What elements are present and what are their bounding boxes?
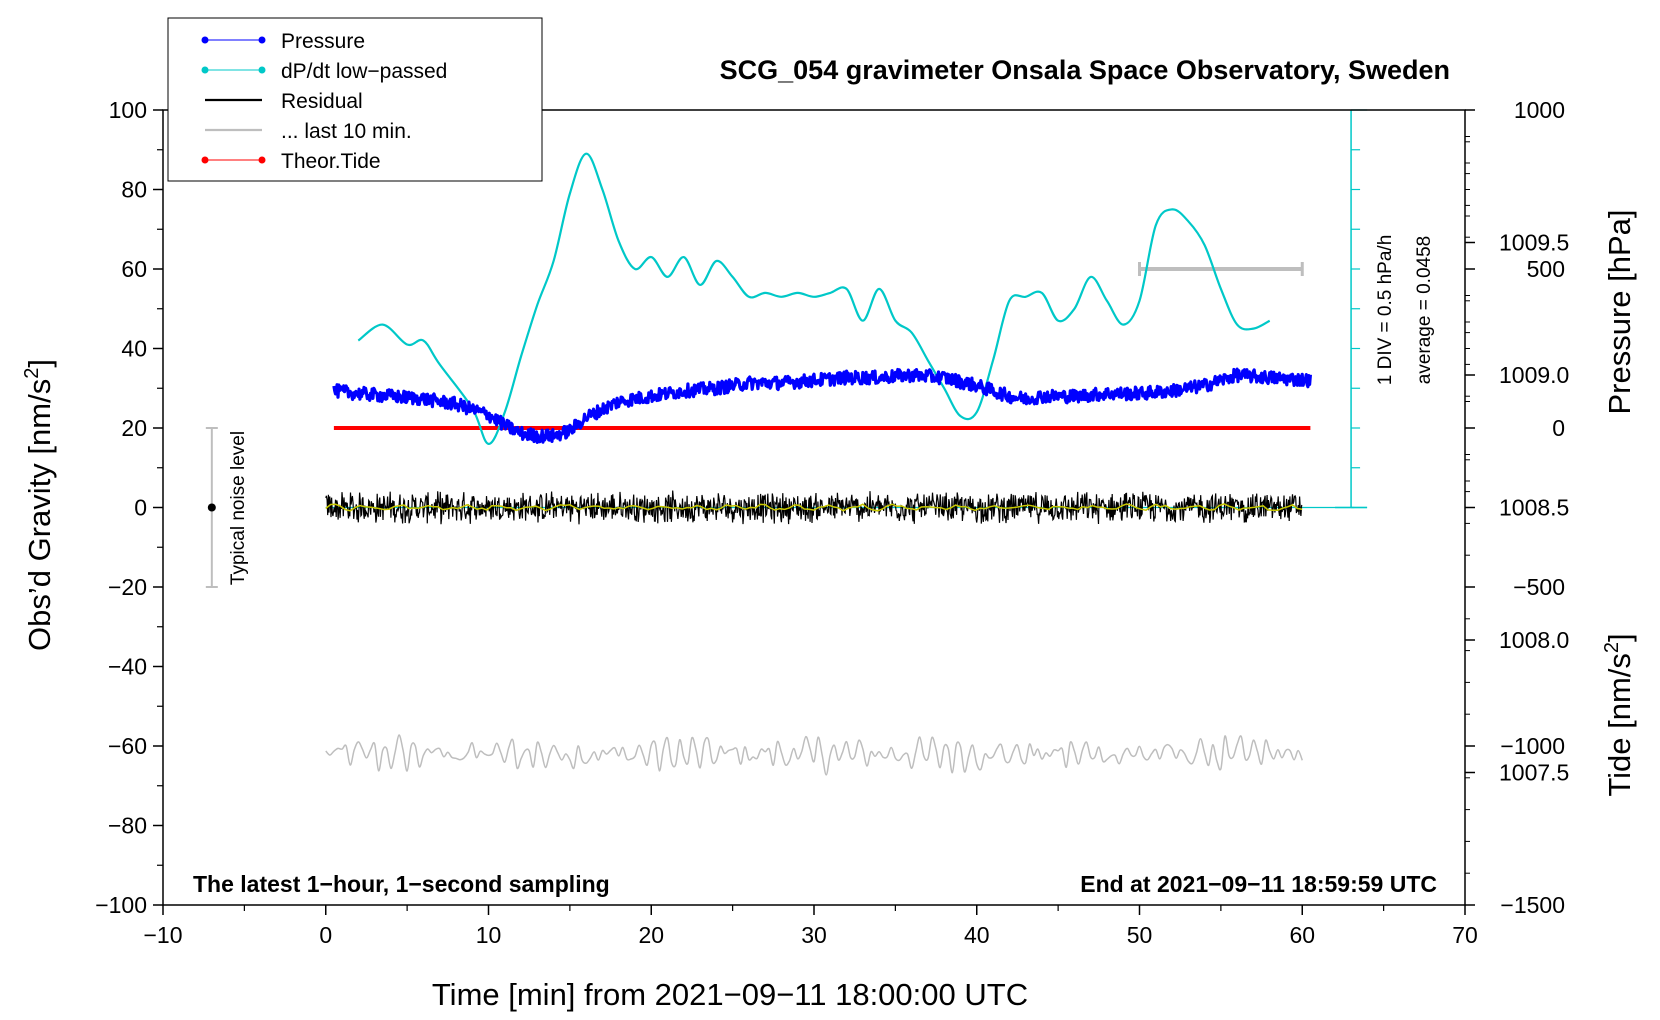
x-tick-label: 0 — [319, 922, 332, 948]
noise-level-center — [207, 503, 216, 512]
dpdt-average-text: average = 0.0458 — [1414, 236, 1435, 384]
y-tick-label: 40 — [121, 336, 147, 362]
noise-level-label: Typical noise level — [228, 431, 249, 585]
y-axis-label-pressure: Pressure [hPa] — [1602, 209, 1637, 414]
frame-layer: −10 0 10 20 30 40 50 60 70100806040200−20−40−60−… — [95, 97, 1569, 948]
y-tick-label: −100 — [95, 892, 147, 918]
legend-marker-right — [258, 156, 266, 164]
footer-right: End at 2021−09−11 18:59:59 UTC — [1080, 871, 1437, 897]
legend-label-0: Pressure — [281, 30, 365, 53]
y-tick-label: −80 — [108, 813, 147, 839]
x-tick-label: 10 — [476, 922, 502, 948]
x-tick-label: 30 — [801, 922, 827, 948]
residual-line — [325, 490, 1303, 525]
tide-tick-label: 500 — [1527, 256, 1565, 282]
pressure-tick-label: 1009.0 — [1499, 362, 1569, 388]
y-tick-label: 60 — [121, 256, 147, 282]
x-tick-label: 70 — [1452, 922, 1478, 948]
dpdt-line — [357, 152, 1271, 445]
tide-tick-label: −1500 — [1500, 892, 1565, 918]
legend-marker-left — [201, 156, 209, 164]
y-axis-label-gravity-sup: 2 — [21, 368, 43, 379]
y-axis-label-tide-text: Tide [nm/s — [1602, 653, 1637, 797]
x-tick-label: 60 — [1289, 922, 1315, 948]
plot-layer — [205, 109, 1368, 776]
dpdt-scale-text: 1 DIV = 0.5 hPa/h — [1375, 235, 1396, 386]
y-axis-label-gravity-text: Obs’d Gravity [nm/s — [22, 379, 57, 651]
legend-marker-left — [201, 66, 209, 74]
legend-label-4: Theor.Tide — [281, 150, 381, 173]
y-axis-label-tide: Tide [nm/s2] — [1601, 633, 1637, 796]
y-tick-label: −20 — [108, 574, 147, 600]
chart-title: SCG_054 gravimeter Onsala Space Observat… — [720, 55, 1450, 85]
y-tick-label: 20 — [121, 415, 147, 441]
legend-marker-right — [258, 66, 266, 74]
legend-label-3: ... last 10 min. — [281, 120, 412, 143]
x-tick-label: 40 — [964, 922, 990, 948]
y-axis-label-gravity: Obs’d Gravity [nm/s2] — [21, 359, 57, 651]
x-axis-label: Time [min] from 2021−09−11 18:00:00 UTC — [432, 977, 1028, 1012]
y-tick-label: −40 — [108, 654, 147, 680]
tide-tick-label: 0 — [1552, 415, 1565, 441]
y-axis-label-tide-end: ] — [1602, 633, 1637, 642]
x-tick-label: 50 — [1127, 922, 1153, 948]
tide-tick-label: −500 — [1513, 574, 1565, 600]
pressure-line — [332, 367, 1312, 444]
tide-tick-label: −1000 — [1500, 733, 1565, 759]
y-tick-label: −60 — [108, 733, 147, 759]
pressure-tick-label: 1009.5 — [1499, 230, 1569, 256]
legend-label-1: dP/dt low−passed — [281, 60, 447, 83]
residual-smoothed-line — [325, 503, 1303, 512]
pressure-tick-label: 1008.5 — [1499, 495, 1569, 521]
legend-label-2: Residual — [281, 90, 363, 113]
label-layer: SCG_054 gravimeter Onsala Space Observat… — [21, 55, 1637, 1012]
pressure-tick-label: 1007.5 — [1499, 760, 1569, 786]
legend-marker-right — [258, 36, 266, 44]
legend-marker-left — [201, 36, 209, 44]
y-tick-label: 0 — [134, 495, 147, 521]
y-tick-label: 100 — [109, 97, 147, 123]
footer-left: The latest 1−hour, 1−second sampling — [193, 871, 610, 897]
pressure-tick-label: 1008.0 — [1499, 627, 1569, 653]
tide-tick-label: 1000 — [1514, 97, 1565, 123]
x-tick-label: 20 — [638, 922, 664, 948]
legend: Pressure dP/dt low−passed Residual ... last… — [167, 17, 543, 182]
y-axis-label-gravity-end: ] — [22, 359, 57, 368]
y-tick-label: 80 — [121, 177, 147, 203]
y-axis-label-tide-sup: 2 — [1601, 642, 1623, 653]
last-10-min-line — [325, 734, 1304, 776]
x-tick-label: −10 — [143, 922, 182, 948]
